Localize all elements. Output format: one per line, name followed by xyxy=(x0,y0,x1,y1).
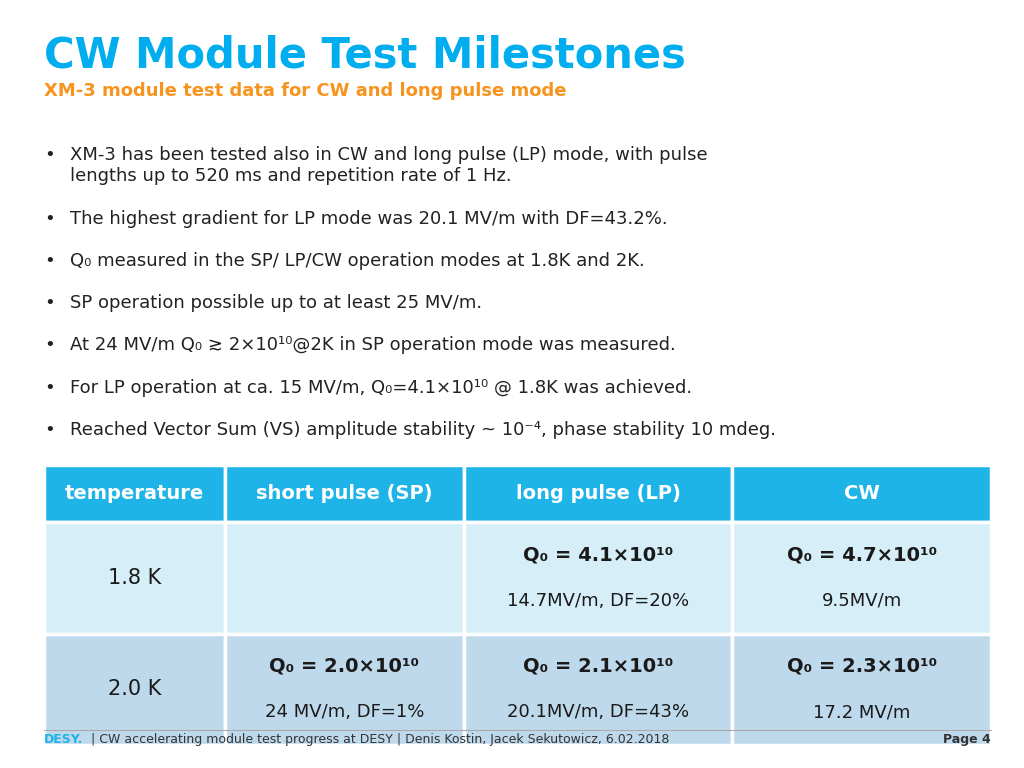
Text: •: • xyxy=(44,210,54,227)
Text: 14.7MV/m, DF=20%: 14.7MV/m, DF=20% xyxy=(507,592,689,610)
Bar xyxy=(732,465,991,522)
Bar xyxy=(44,634,224,745)
Text: Q₀ = 2.3×10¹⁰: Q₀ = 2.3×10¹⁰ xyxy=(786,657,937,676)
Text: 17.2 MV/m: 17.2 MV/m xyxy=(813,703,910,721)
Text: •: • xyxy=(44,294,54,312)
Text: 9.5MV/m: 9.5MV/m xyxy=(821,592,902,610)
Text: Q₀ = 2.1×10¹⁰: Q₀ = 2.1×10¹⁰ xyxy=(523,657,674,676)
Bar xyxy=(224,465,464,522)
Text: At 24 MV/m Q₀ ≳ 2×10¹⁰@2K in SP operation mode was measured.: At 24 MV/m Q₀ ≳ 2×10¹⁰@2K in SP operatio… xyxy=(70,336,676,354)
Text: SP operation possible up to at least 25 MV/m.: SP operation possible up to at least 25 … xyxy=(70,294,481,312)
Bar xyxy=(224,522,464,634)
Text: lengths up to 520 ms and repetition rate of 1 Hz.: lengths up to 520 ms and repetition rate… xyxy=(70,167,511,185)
Bar xyxy=(732,634,991,745)
Text: •: • xyxy=(44,146,54,164)
Text: The highest gradient for LP mode was 20.1 MV/m with DF=43.2%.: The highest gradient for LP mode was 20.… xyxy=(70,210,668,227)
Text: 1.8 K: 1.8 K xyxy=(108,568,161,588)
Text: •: • xyxy=(44,336,54,354)
Text: 2.0 K: 2.0 K xyxy=(108,679,161,700)
Bar xyxy=(464,634,732,745)
Text: Reached Vector Sum (VS) amplitude stability ~ 10⁻⁴, phase stability 10 mdeg.: Reached Vector Sum (VS) amplitude stabil… xyxy=(70,421,775,439)
Text: •: • xyxy=(44,252,54,270)
Text: temperature: temperature xyxy=(65,484,204,503)
Text: Q₀ = 2.0×10¹⁰: Q₀ = 2.0×10¹⁰ xyxy=(269,657,419,676)
Text: Q₀ = 4.1×10¹⁰: Q₀ = 4.1×10¹⁰ xyxy=(523,545,674,564)
Bar xyxy=(44,465,224,522)
Text: CW Module Test Milestones: CW Module Test Milestones xyxy=(44,35,686,77)
Bar xyxy=(224,634,464,745)
Text: XM-3 module test data for CW and long pulse mode: XM-3 module test data for CW and long pu… xyxy=(44,82,566,100)
Text: DESY.: DESY. xyxy=(44,733,83,746)
Bar xyxy=(44,522,224,634)
Text: Page 4: Page 4 xyxy=(943,733,991,746)
Bar xyxy=(732,522,991,634)
Text: Q₀ = 4.7×10¹⁰: Q₀ = 4.7×10¹⁰ xyxy=(786,545,937,564)
Text: 20.1MV/m, DF=43%: 20.1MV/m, DF=43% xyxy=(507,703,689,721)
Text: For LP operation at ca. 15 MV/m, Q₀=4.1×10¹⁰ @ 1.8K was achieved.: For LP operation at ca. 15 MV/m, Q₀=4.1×… xyxy=(70,379,692,396)
Text: •: • xyxy=(44,379,54,396)
Text: •: • xyxy=(44,421,54,439)
Text: long pulse (LP): long pulse (LP) xyxy=(516,484,681,503)
Bar xyxy=(464,522,732,634)
Text: 24 MV/m, DF=1%: 24 MV/m, DF=1% xyxy=(264,703,424,721)
Text: Q₀ measured in the SP/ LP/CW operation modes at 1.8K and 2K.: Q₀ measured in the SP/ LP/CW operation m… xyxy=(70,252,644,270)
Text: | CW accelerating module test progress at DESY | Denis Kostin, Jacek Sekutowicz,: | CW accelerating module test progress a… xyxy=(87,733,670,746)
Text: XM-3 has been tested also in CW and long pulse (LP) mode, with pulse: XM-3 has been tested also in CW and long… xyxy=(70,146,708,164)
Text: CW: CW xyxy=(844,484,880,503)
Bar xyxy=(464,465,732,522)
Text: short pulse (SP): short pulse (SP) xyxy=(256,484,432,503)
